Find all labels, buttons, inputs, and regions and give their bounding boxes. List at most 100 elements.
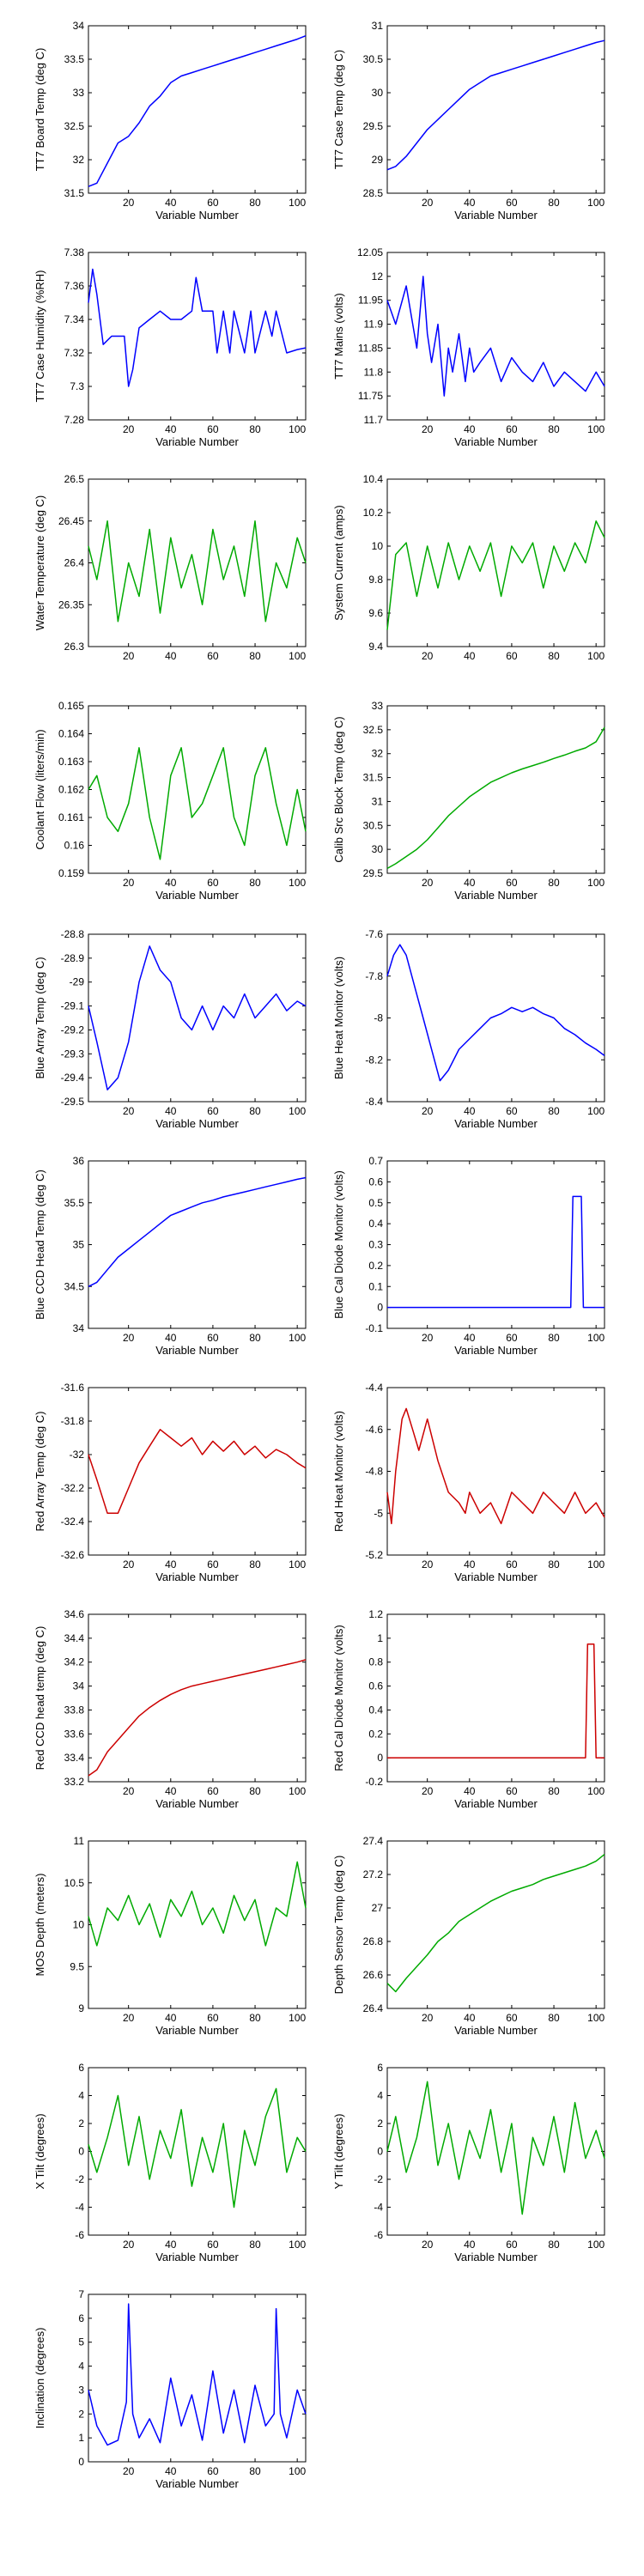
y-axis-label: MOS Depth (meters) xyxy=(33,1874,46,1977)
y-axis-label: Blue Cal Diode Monitor (volts) xyxy=(332,1170,345,1319)
chart-panel: 20 40 60 80 100 0 1 2 3 4 5 6 7 Variable Number Inclin… xyxy=(33,2288,307,2490)
y-tick-label: -7.6 xyxy=(365,928,383,940)
y-tick-label: 4 xyxy=(377,2090,383,2102)
x-axis-label: Variable Number xyxy=(155,2024,239,2037)
y-tick-label: 5 xyxy=(78,2336,84,2348)
x-tick-label: 60 xyxy=(207,1105,219,1117)
y-tick-label: 29.5 xyxy=(363,120,384,132)
plot-frame xyxy=(386,478,605,647)
y-axis-label: Coolant Flow (liters/min) xyxy=(33,729,46,849)
y-tick-label: 10.4 xyxy=(363,473,384,485)
x-tick-label: 20 xyxy=(123,1105,135,1117)
chart-panel: 20 40 60 80 100 7.28 7.3 7.32 7.34 7.36 7.38 Variab… xyxy=(33,246,307,448)
x-tick-label: 20 xyxy=(422,2012,434,2024)
y-tick-label: 34.6 xyxy=(64,1608,85,1620)
x-tick-label: 100 xyxy=(587,2012,605,2024)
x-tick-label: 40 xyxy=(464,1785,476,1797)
x-tick-label: 60 xyxy=(506,197,518,209)
y-tick-label: 26.4 xyxy=(363,2002,384,2014)
y-tick-label: -7.8 xyxy=(365,970,383,982)
y-tick-label: 1.2 xyxy=(368,1608,383,1620)
x-tick-label: 60 xyxy=(207,197,219,209)
x-tick-label: 40 xyxy=(464,1105,476,1117)
y-tick-label: 32.5 xyxy=(363,724,384,736)
x-tick-label: 80 xyxy=(249,1785,261,1797)
y-tick-label: 27.4 xyxy=(363,1835,384,1847)
x-tick-label: 40 xyxy=(464,2239,476,2251)
y-tick-label: 0.2 xyxy=(368,1728,383,1740)
chart-panel: 20 40 60 80 100 26.4 26.6 26.8 27 27.2 27.4 Variabl… xyxy=(332,1835,605,2037)
y-tick-label: 10.2 xyxy=(363,507,384,519)
x-tick-label: 60 xyxy=(207,1785,219,1797)
chart-panel: 20 40 60 80 100 34 34.5 35 35.5 36 Variable Number… xyxy=(33,1155,307,1357)
y-tick-label: -28.9 xyxy=(61,952,85,964)
y-tick-label: 26.45 xyxy=(58,515,84,527)
y-tick-label: 6 xyxy=(78,2062,84,2074)
x-axis-label: Variable Number xyxy=(155,1571,239,1583)
x-tick-label: 100 xyxy=(587,650,605,662)
series-line xyxy=(88,945,307,1091)
x-axis-label: Variable Number xyxy=(155,1344,239,1357)
chart-panel: 20 40 60 80 100 9 9.5 10 10.5 11 Variable Number MO… xyxy=(33,1835,307,2037)
y-tick-label: 12 xyxy=(372,270,384,283)
y-tick-label: 6 xyxy=(377,2062,383,2074)
y-tick-label: 34 xyxy=(73,1322,85,1334)
series-line xyxy=(386,1407,605,1525)
x-tick-label: 100 xyxy=(289,650,306,662)
x-tick-label: 40 xyxy=(464,1558,476,1571)
y-tick-label: 10 xyxy=(73,1919,85,1931)
x-tick-label: 40 xyxy=(464,1332,476,1344)
chart-panel: 20 40 60 80 100 -0.2 0 0.2 0.4 0.6 0.8 1 1.2 Variable… xyxy=(332,1608,605,1810)
y-tick-label: -2 xyxy=(75,2173,84,2185)
x-tick-label: 100 xyxy=(289,2465,306,2477)
y-tick-label: -29.4 xyxy=(61,1072,85,1084)
x-tick-label: 60 xyxy=(207,1332,219,1344)
x-tick-label: 20 xyxy=(422,1105,434,1117)
x-tick-label: 100 xyxy=(587,2239,605,2251)
x-tick-label: 40 xyxy=(464,423,476,435)
series-line xyxy=(88,1861,307,1947)
y-tick-label: 33.2 xyxy=(64,1776,85,1788)
y-tick-label: 36 xyxy=(73,1155,85,1167)
y-tick-label: 2 xyxy=(78,2117,84,2129)
x-tick-label: 60 xyxy=(207,877,219,889)
y-tick-label: 34 xyxy=(73,20,85,32)
chart-panel: 20 40 60 80 100 28.5 29 29.5 30 30.5 31 Variable Nu… xyxy=(332,20,605,222)
x-tick-label: 40 xyxy=(464,650,476,662)
plot-frame xyxy=(88,2293,307,2463)
x-tick-label: 60 xyxy=(506,1332,518,1344)
x-tick-label: 100 xyxy=(289,2239,306,2251)
y-tick-label: -32.6 xyxy=(61,1549,85,1561)
y-tick-label: 7.38 xyxy=(64,246,85,258)
x-tick-label: 20 xyxy=(123,650,135,662)
y-tick-label: 0 xyxy=(377,2146,383,2158)
x-tick-label: 80 xyxy=(548,423,560,435)
y-tick-label: 0.2 xyxy=(368,1260,383,1272)
x-tick-label: 40 xyxy=(464,197,476,209)
x-axis-label: Variable Number xyxy=(454,209,538,222)
y-tick-label: 7 xyxy=(78,2288,84,2300)
x-tick-label: 20 xyxy=(123,2239,135,2251)
y-tick-label: -0.2 xyxy=(365,1776,383,1788)
y-tick-label: -29.1 xyxy=(61,1000,85,1012)
y-tick-label: -4.4 xyxy=(365,1382,383,1394)
y-tick-label: 27 xyxy=(372,1902,384,1914)
x-tick-label: 60 xyxy=(506,877,518,889)
plot-frame xyxy=(386,25,605,194)
y-tick-label: 33.5 xyxy=(64,53,85,65)
y-axis-label: Red CCD head temp (deg C) xyxy=(33,1626,46,1771)
y-tick-label: 0.1 xyxy=(368,1280,383,1292)
y-tick-label: 7.3 xyxy=(70,380,84,392)
x-tick-label: 20 xyxy=(123,2465,135,2477)
x-tick-label: 80 xyxy=(249,1105,261,1117)
series-line xyxy=(386,520,605,630)
x-tick-label: 20 xyxy=(123,423,135,435)
y-tick-label: -31.8 xyxy=(61,1415,85,1427)
y-tick-label: 28.5 xyxy=(363,187,384,199)
plot-frame xyxy=(386,1387,605,1556)
y-axis-label: TT7 Case Temp (deg C) xyxy=(332,50,345,169)
series-line xyxy=(387,1643,605,1759)
chart-panel: 20 40 60 80 100 -29.5 -29.4 -29.3 -29.2 -29.1 -29 -… xyxy=(33,928,307,1130)
x-tick-label: 80 xyxy=(249,423,261,435)
y-axis-label: Blue Heat Monitor (volts) xyxy=(332,957,345,1079)
